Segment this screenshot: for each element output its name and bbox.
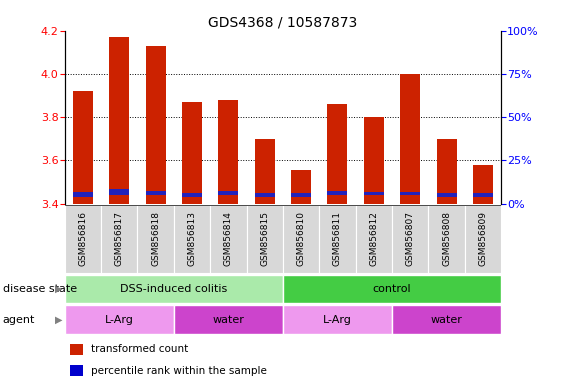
Bar	[137, 205, 174, 273]
Bar	[254, 193, 275, 197]
Text: water: water	[431, 314, 462, 325]
Bar	[291, 194, 311, 197]
Bar	[218, 191, 238, 195]
Bar	[364, 117, 384, 204]
Bar	[65, 305, 174, 334]
Text: GSM856815: GSM856815	[260, 211, 269, 266]
Bar	[109, 189, 129, 195]
Text: GSM856814: GSM856814	[224, 211, 233, 266]
Bar	[182, 102, 202, 204]
Bar	[283, 275, 501, 303]
Bar	[392, 305, 501, 334]
Bar	[146, 46, 166, 204]
Text: L-Arg: L-Arg	[323, 314, 352, 325]
Text: disease state: disease state	[3, 284, 77, 294]
Text: ▶: ▶	[55, 314, 62, 325]
Text: GSM856809: GSM856809	[479, 211, 488, 266]
Text: agent: agent	[3, 314, 35, 325]
Bar	[146, 190, 166, 195]
Bar	[65, 275, 283, 303]
Bar	[101, 205, 137, 273]
Bar	[218, 100, 238, 204]
Text: GSM856807: GSM856807	[406, 211, 415, 266]
Bar	[247, 205, 283, 273]
Bar	[464, 205, 501, 273]
Bar	[283, 305, 392, 334]
Bar	[182, 193, 202, 197]
Bar	[174, 305, 283, 334]
Text: GSM856817: GSM856817	[115, 211, 124, 266]
Bar	[473, 193, 493, 197]
Bar	[428, 205, 464, 273]
Bar	[436, 193, 457, 197]
Bar	[328, 104, 347, 204]
Bar	[356, 205, 392, 273]
Bar	[319, 205, 356, 273]
Bar	[328, 191, 347, 195]
Text: DSS-induced colitis: DSS-induced colitis	[120, 284, 227, 294]
Bar	[73, 192, 93, 197]
Text: control: control	[373, 284, 412, 294]
Text: water: water	[212, 314, 244, 325]
Text: L-Arg: L-Arg	[105, 314, 134, 325]
Text: percentile rank within the sample: percentile rank within the sample	[91, 366, 267, 376]
Text: GSM856818: GSM856818	[151, 211, 160, 266]
Bar	[291, 170, 311, 204]
Text: ▶: ▶	[55, 284, 62, 294]
Bar	[364, 192, 384, 195]
Bar	[400, 192, 420, 195]
Bar	[109, 37, 129, 204]
Text: GSM856812: GSM856812	[369, 211, 378, 266]
Bar	[436, 139, 457, 204]
Text: GSM856808: GSM856808	[442, 211, 451, 266]
Text: GSM856813: GSM856813	[187, 211, 196, 266]
Bar	[392, 205, 428, 273]
Bar	[254, 139, 275, 204]
Text: GSM856816: GSM856816	[78, 211, 87, 266]
Bar	[283, 205, 319, 273]
Bar	[73, 91, 93, 204]
Text: transformed count: transformed count	[91, 344, 189, 354]
Text: GSM856811: GSM856811	[333, 211, 342, 266]
Text: GSM856810: GSM856810	[297, 211, 306, 266]
Title: GDS4368 / 10587873: GDS4368 / 10587873	[208, 16, 358, 30]
Bar	[65, 205, 101, 273]
Bar	[473, 165, 493, 204]
Bar	[210, 205, 247, 273]
Bar	[174, 205, 210, 273]
Bar	[400, 74, 420, 204]
